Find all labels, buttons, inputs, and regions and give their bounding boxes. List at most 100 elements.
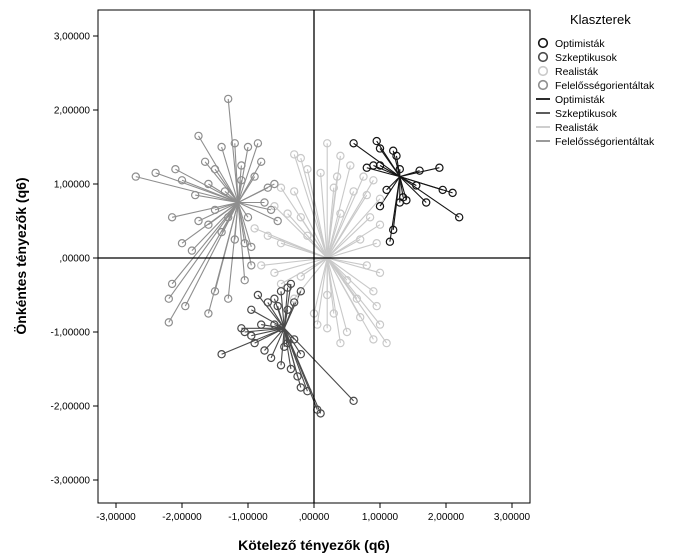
cluster-edge (326, 216, 371, 259)
data-point (372, 136, 381, 146)
data-point (263, 183, 272, 192)
x-axis-ticks: -3,00000 -2,00000 -1,00000 ,00000 1,00000 2,0… (96, 503, 531, 523)
cluster-edge (326, 191, 355, 259)
legend-marker (537, 37, 549, 49)
cluster-edge (171, 202, 239, 285)
data-point (356, 313, 365, 322)
data-point (342, 327, 352, 337)
cluster-edge (283, 302, 295, 329)
cluster-edge (171, 201, 239, 218)
data-point (375, 161, 385, 170)
cluster-edge (399, 176, 417, 186)
data-point (375, 144, 385, 153)
data-point (448, 188, 457, 198)
data-point (263, 231, 272, 240)
cluster-edge (326, 187, 335, 259)
legend: Klaszterek Optimisták Szkeptikusok Realist… (536, 12, 655, 148)
y-tick-label: ,00000 (59, 254, 90, 265)
cluster-edge (326, 257, 341, 344)
data-points (131, 94, 464, 418)
cluster-edge (326, 257, 374, 340)
data-point (223, 294, 233, 303)
data-point (290, 150, 299, 159)
legend-label: Optimisták (555, 94, 605, 106)
data-point (369, 335, 378, 344)
cluster-edge (155, 172, 239, 204)
cluster-edge (204, 161, 239, 203)
data-point (296, 213, 305, 222)
x-tick-label: 3,00000 (494, 512, 531, 523)
cluster-edge (326, 257, 348, 333)
data-point (247, 331, 256, 340)
data-point (217, 142, 226, 152)
y-tick-label: -1,00000 (51, 328, 91, 339)
legend-label: Felelősségorientáltak (555, 80, 655, 92)
data-point (395, 198, 404, 207)
data-point (296, 383, 305, 392)
data-point (167, 213, 177, 222)
data-point (151, 168, 160, 178)
data-point (257, 320, 266, 329)
data-point (372, 301, 381, 311)
data-point (296, 153, 305, 163)
cluster-edge (293, 154, 328, 259)
cluster-edge (326, 257, 388, 344)
data-point (349, 187, 358, 196)
legend-label: Szkeptikusok (555, 52, 618, 64)
data-point (270, 320, 279, 329)
data-point (270, 179, 279, 189)
data-point (257, 261, 266, 270)
data-point (194, 216, 203, 226)
cluster-edge (327, 257, 367, 266)
cluster-edge (234, 143, 239, 203)
data-point (266, 353, 276, 363)
data-point (395, 164, 404, 174)
data-point (276, 361, 286, 370)
cluster-edge (327, 257, 381, 274)
data-point (250, 338, 259, 348)
cluster-edge (399, 176, 460, 218)
data-point (210, 287, 220, 296)
data-point (375, 268, 385, 277)
data-point (204, 220, 213, 229)
legend-label: Szkeptikusok (555, 108, 618, 120)
data-point (260, 198, 269, 207)
data-point (253, 290, 263, 300)
data-point (247, 261, 256, 270)
y-tick-label: 3,00000 (54, 32, 91, 43)
data-point (263, 298, 272, 307)
legend-marker (537, 79, 549, 91)
cluster-edge (227, 202, 239, 299)
cluster-edge (270, 328, 285, 359)
data-point (167, 279, 177, 289)
y-tick-label: 1,00000 (54, 180, 91, 191)
cluster-edge (237, 201, 272, 211)
data-point (336, 338, 345, 348)
cluster-edge (237, 202, 252, 266)
cluster-edge (237, 202, 278, 222)
data-point (349, 139, 358, 148)
cluster-edge (399, 167, 440, 178)
cluster-edge (280, 291, 285, 329)
cluster-edge (326, 194, 368, 259)
data-point (323, 139, 332, 148)
data-point (286, 364, 296, 374)
data-point (240, 327, 249, 337)
data-point (435, 163, 444, 172)
data-point (177, 176, 187, 185)
data-point (283, 338, 292, 348)
data-point (250, 172, 259, 181)
cluster-edge (399, 176, 453, 194)
data-point (369, 176, 378, 185)
cluster-edge (320, 172, 328, 259)
cluster-edge (221, 327, 285, 355)
data-point (385, 237, 395, 246)
data-point (253, 139, 263, 148)
cluster-edge (326, 257, 381, 325)
data-point (296, 272, 305, 281)
data-point (230, 139, 239, 148)
cluster-edge (313, 257, 328, 314)
x-tick-label: ,00000 (299, 512, 330, 523)
cluster-edge (326, 165, 351, 259)
